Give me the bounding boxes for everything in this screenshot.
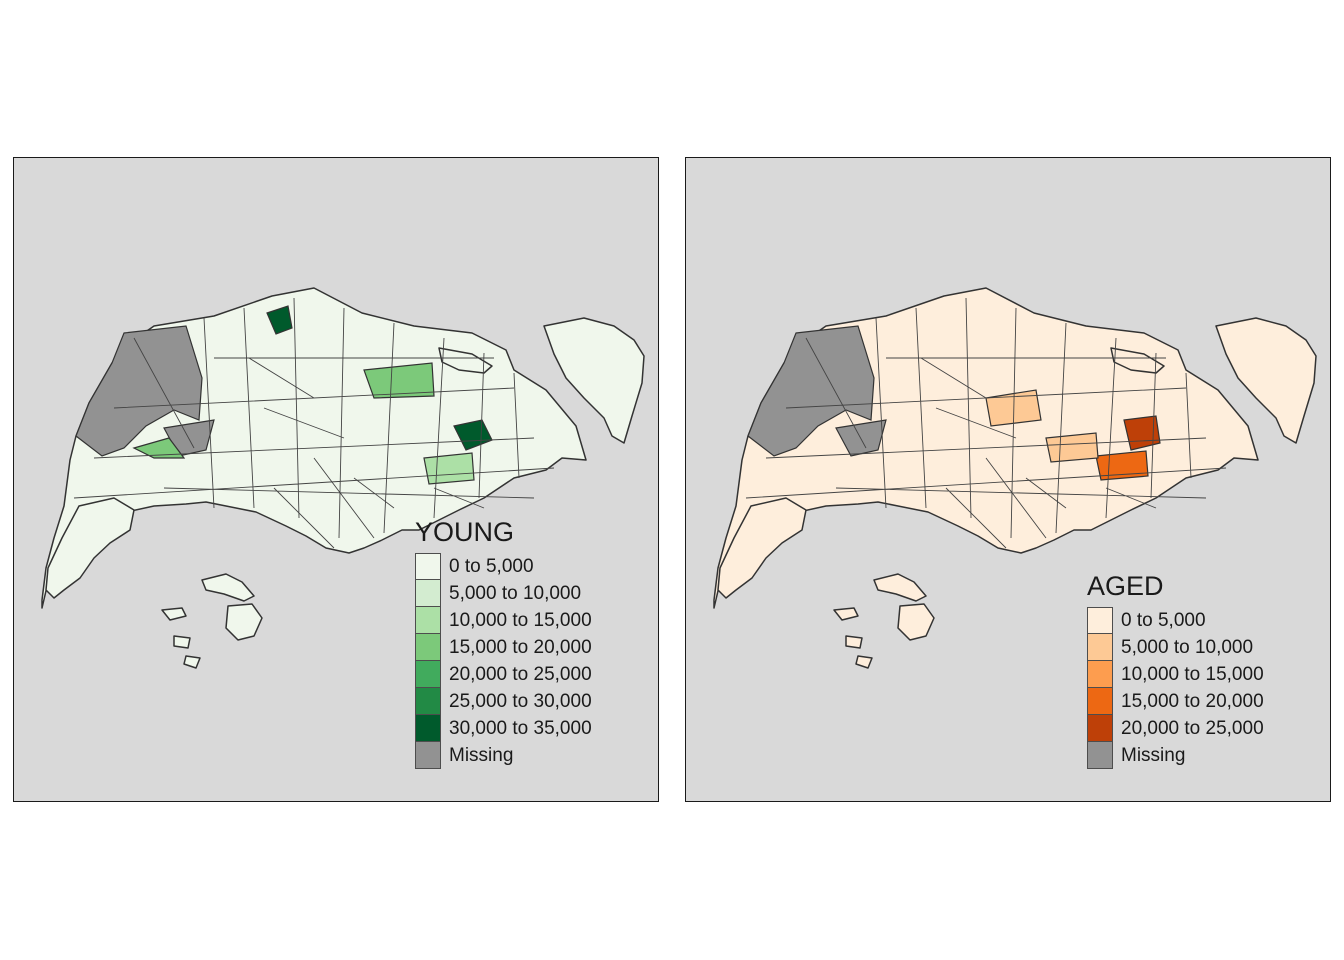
island-4 [845, 635, 863, 649]
island-5 [855, 655, 873, 669]
aged-map-panel: AGED 0 to 5,000 5,000 to 10,000 10,000 to … [685, 157, 1331, 802]
legend-swatch [1087, 661, 1113, 688]
legend-item: Missing [1087, 742, 1264, 769]
west-water-catchment [747, 325, 875, 457]
pulau-ubin [438, 347, 493, 374]
legend-label: 10,000 to 15,000 [449, 609, 592, 631]
legend-label: 30,000 to 35,000 [449, 717, 592, 739]
legend-label: Missing [1121, 744, 1186, 766]
island-4 [173, 635, 191, 649]
legend-item: 20,000 to 25,000 [415, 661, 592, 688]
legend-swatch [415, 715, 441, 742]
pulau-tekong [543, 317, 645, 444]
east-light-zone [1045, 432, 1099, 463]
legend-label: 15,000 to 20,000 [1121, 690, 1264, 712]
island-3 [161, 607, 187, 621]
legend-swatch [415, 553, 441, 580]
legend-item: 5,000 to 10,000 [415, 580, 592, 607]
east-dark-zone [1123, 415, 1161, 451]
legend-swatch [415, 688, 441, 715]
south-east-zone [423, 452, 475, 485]
young-choropleth-map [41, 287, 645, 669]
legend-swatch [415, 634, 441, 661]
aged-choropleth-map [713, 287, 1317, 669]
legend-item: 15,000 to 20,000 [415, 634, 592, 661]
east-mid-zone [363, 362, 435, 399]
legend-label: 5,000 to 10,000 [1121, 636, 1254, 658]
legend-item: 0 to 5,000 [1087, 607, 1264, 634]
legend-label: 10,000 to 15,000 [1121, 663, 1264, 685]
island-1 [201, 573, 255, 602]
legend-label: 0 to 5,000 [449, 555, 534, 577]
legend-label: 25,000 to 30,000 [449, 690, 592, 712]
kranji-cluster [132, 437, 186, 459]
legend-swatch [415, 742, 441, 769]
jurong-island [45, 497, 135, 599]
legend-title: YOUNG [415, 517, 515, 547]
north-dark-zone [266, 305, 293, 335]
legend-title: AGED [1087, 571, 1164, 601]
legend-swatch [1087, 607, 1113, 634]
legend-label: 0 to 5,000 [1121, 609, 1206, 631]
legend-item: 20,000 to 25,000 [1087, 715, 1264, 742]
legend-swatch [1087, 742, 1113, 769]
pulau-tekong [1215, 317, 1317, 444]
boundary-lines [73, 297, 555, 549]
aged-legend: AGED 0 to 5,000 5,000 to 10,000 10,000 to … [1087, 571, 1264, 769]
legend-rows: 0 to 5,000 5,000 to 10,000 10,000 to 15,00… [1087, 607, 1264, 769]
legend-swatch [1087, 634, 1113, 661]
young-legend: YOUNG 0 to 5,000 5,000 to 10,000 10,000 to… [415, 517, 592, 769]
legend-label: 20,000 to 25,000 [1121, 717, 1264, 739]
legend-swatch [1087, 715, 1113, 742]
legend-label: 20,000 to 25,000 [449, 663, 592, 685]
legend-swatch [1087, 688, 1113, 715]
legend-item: 25,000 to 30,000 [415, 688, 592, 715]
legend-item: 30,000 to 35,000 [415, 715, 592, 742]
legend-item: 15,000 to 20,000 [1087, 688, 1264, 715]
legend-item: 5,000 to 10,000 [1087, 634, 1264, 661]
legend-label: 5,000 to 10,000 [449, 582, 582, 604]
legend-item: Missing [415, 742, 592, 769]
legend-swatch [415, 580, 441, 607]
jurong-island [717, 497, 807, 599]
legend-label: 15,000 to 20,000 [449, 636, 592, 658]
island-5 [183, 655, 201, 669]
legend-item: 10,000 to 15,000 [1087, 661, 1264, 688]
legend-item: 10,000 to 15,000 [415, 607, 592, 634]
pulau-ubin [1110, 347, 1165, 374]
legend-rows: 0 to 5,000 5,000 to 10,000 10,000 to 15,00… [415, 553, 592, 769]
boundary-lines [745, 297, 1227, 549]
island-3 [833, 607, 859, 621]
island-2 [225, 603, 263, 641]
young-map-panel: YOUNG 0 to 5,000 5,000 to 10,000 10,000 to… [13, 157, 659, 802]
legend-swatch [415, 607, 441, 634]
legend-swatch [415, 661, 441, 688]
legend-label: Missing [449, 744, 514, 766]
island-2 [897, 603, 935, 641]
west-water-catchment [75, 325, 203, 457]
legend-item: 0 to 5,000 [415, 553, 592, 580]
island-1 [873, 573, 927, 602]
